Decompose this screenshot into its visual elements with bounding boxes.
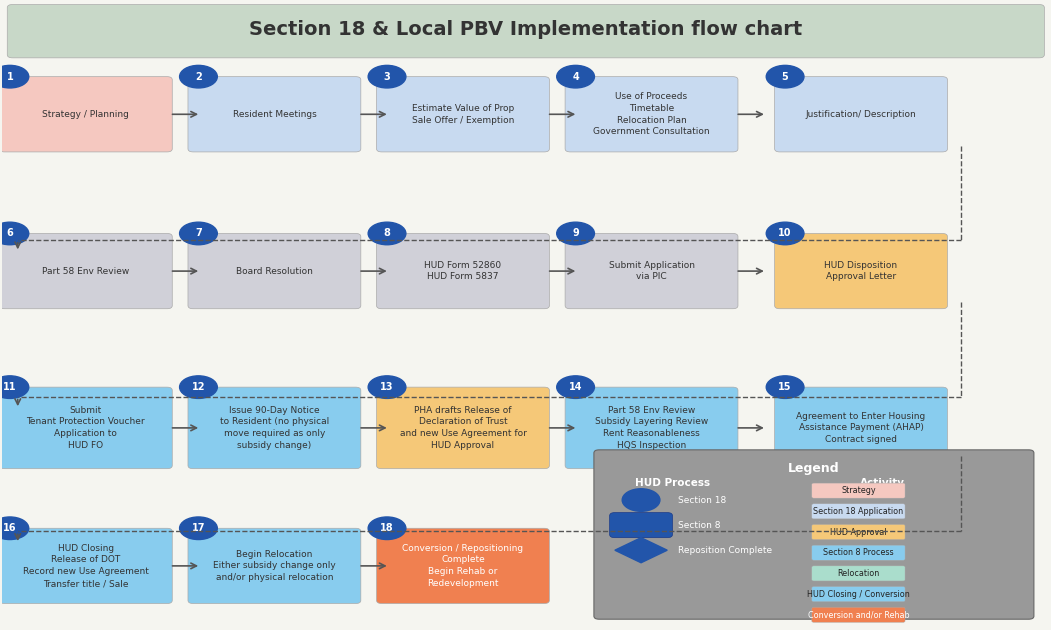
FancyBboxPatch shape xyxy=(811,525,905,539)
Circle shape xyxy=(0,222,28,244)
Text: Board Resolution: Board Resolution xyxy=(236,266,313,275)
Text: 9: 9 xyxy=(572,229,579,239)
FancyBboxPatch shape xyxy=(775,77,947,152)
FancyBboxPatch shape xyxy=(565,234,738,309)
Circle shape xyxy=(557,376,595,398)
Text: 12: 12 xyxy=(191,382,205,392)
Text: Issue 90-Day Notice
to Resident (no physical
move required as only
subsidy chang: Issue 90-Day Notice to Resident (no phys… xyxy=(220,406,329,450)
Circle shape xyxy=(766,376,804,398)
FancyBboxPatch shape xyxy=(811,483,905,498)
FancyBboxPatch shape xyxy=(376,234,550,309)
Text: Part 58 Env Review
Subsidy Layering Review
Rent Reasonableness
HQS Inspection: Part 58 Env Review Subsidy Layering Revi… xyxy=(595,406,708,450)
FancyBboxPatch shape xyxy=(188,234,360,309)
FancyBboxPatch shape xyxy=(775,234,947,309)
Text: Section 8: Section 8 xyxy=(678,520,720,530)
Text: 13: 13 xyxy=(380,382,394,392)
Text: Section 18 & Local PBV Implementation flow chart: Section 18 & Local PBV Implementation fl… xyxy=(249,20,803,39)
Text: 17: 17 xyxy=(191,524,205,533)
FancyBboxPatch shape xyxy=(811,587,905,602)
Text: Section 8 Process: Section 8 Process xyxy=(823,548,893,557)
FancyBboxPatch shape xyxy=(0,529,172,604)
Circle shape xyxy=(0,517,28,539)
FancyBboxPatch shape xyxy=(610,513,673,537)
Circle shape xyxy=(557,66,595,88)
Circle shape xyxy=(180,66,218,88)
Text: 4: 4 xyxy=(572,72,579,82)
Text: Section 18: Section 18 xyxy=(678,496,726,505)
Circle shape xyxy=(368,222,406,244)
Text: 15: 15 xyxy=(779,382,791,392)
FancyBboxPatch shape xyxy=(811,545,905,560)
FancyBboxPatch shape xyxy=(811,566,905,581)
FancyBboxPatch shape xyxy=(376,77,550,152)
Text: 16: 16 xyxy=(3,524,17,533)
Polygon shape xyxy=(615,537,667,563)
Text: Use of Proceeds
Timetable
Relocation Plan
Government Consultation: Use of Proceeds Timetable Relocation Pla… xyxy=(593,92,709,137)
Text: Begin Relocation
Either subsidy change only
and/or physical relocation: Begin Relocation Either subsidy change o… xyxy=(213,549,335,582)
Text: HUD Closing / Conversion: HUD Closing / Conversion xyxy=(807,590,910,598)
Circle shape xyxy=(368,66,406,88)
Text: HUD Disposition
Approval Letter: HUD Disposition Approval Letter xyxy=(824,261,898,282)
Text: 7: 7 xyxy=(195,229,202,239)
FancyBboxPatch shape xyxy=(565,77,738,152)
FancyBboxPatch shape xyxy=(594,450,1034,619)
Text: Estimate Value of Prop
Sale Offer / Exemption: Estimate Value of Prop Sale Offer / Exem… xyxy=(412,104,514,125)
Text: 10: 10 xyxy=(779,229,791,239)
FancyBboxPatch shape xyxy=(0,77,172,152)
Circle shape xyxy=(180,517,218,539)
Text: Conversion and/or Rehab: Conversion and/or Rehab xyxy=(807,610,909,619)
FancyBboxPatch shape xyxy=(188,387,360,469)
Text: Reposition Complete: Reposition Complete xyxy=(678,546,771,554)
Text: 6: 6 xyxy=(6,229,14,239)
Circle shape xyxy=(180,222,218,244)
FancyBboxPatch shape xyxy=(775,387,947,469)
Text: Relocation: Relocation xyxy=(838,569,880,578)
Circle shape xyxy=(557,222,595,244)
Text: 14: 14 xyxy=(569,382,582,392)
FancyBboxPatch shape xyxy=(376,387,550,469)
Text: HUD Approval: HUD Approval xyxy=(830,527,887,537)
FancyBboxPatch shape xyxy=(376,529,550,604)
Circle shape xyxy=(766,66,804,88)
Circle shape xyxy=(0,66,28,88)
Text: Part 58 Env Review: Part 58 Env Review xyxy=(42,266,129,275)
Text: 5: 5 xyxy=(782,72,788,82)
Text: Submit
Tenant Protection Voucher
Application to
HUD FO: Submit Tenant Protection Voucher Applica… xyxy=(26,406,145,450)
FancyBboxPatch shape xyxy=(7,4,1045,58)
Circle shape xyxy=(368,376,406,398)
Text: PHA drafts Release of
Declaration of Trust
and new Use Agreement for
HUD Approva: PHA drafts Release of Declaration of Tru… xyxy=(399,406,527,450)
Text: HUD Form 52860
HUD Form 5837: HUD Form 52860 HUD Form 5837 xyxy=(425,261,501,282)
Text: 3: 3 xyxy=(384,72,390,82)
Text: Submit Application
via PIC: Submit Application via PIC xyxy=(609,261,695,282)
Circle shape xyxy=(0,376,28,398)
FancyBboxPatch shape xyxy=(0,234,172,309)
Text: Strategy: Strategy xyxy=(841,486,875,495)
Text: Agreement to Enter Housing
Assistance Payment (AHAP)
Contract signed: Agreement to Enter Housing Assistance Pa… xyxy=(797,411,926,444)
Text: Section 18 Application: Section 18 Application xyxy=(813,507,904,516)
FancyBboxPatch shape xyxy=(188,529,360,604)
Text: Resident Meetings: Resident Meetings xyxy=(232,110,316,119)
Text: 1: 1 xyxy=(6,72,14,82)
Text: Activity: Activity xyxy=(860,478,905,488)
Text: HUD Process: HUD Process xyxy=(635,478,710,488)
Text: HUD Closing
Release of DOT
Record new Use Agreement
Transfer title / Sale: HUD Closing Release of DOT Record new Us… xyxy=(23,544,149,588)
Text: Legend: Legend xyxy=(788,462,840,476)
FancyBboxPatch shape xyxy=(811,504,905,519)
Text: 11: 11 xyxy=(3,382,17,392)
Circle shape xyxy=(180,376,218,398)
FancyBboxPatch shape xyxy=(565,387,738,469)
FancyBboxPatch shape xyxy=(811,607,905,622)
Text: 18: 18 xyxy=(380,524,394,533)
Circle shape xyxy=(622,489,660,512)
Circle shape xyxy=(766,222,804,244)
Circle shape xyxy=(368,517,406,539)
Text: Conversion / Repositioning
Complete
Begin Rehab or
Redevelopment: Conversion / Repositioning Complete Begi… xyxy=(403,544,523,588)
Text: 8: 8 xyxy=(384,229,391,239)
FancyBboxPatch shape xyxy=(0,387,172,469)
Text: Justification/ Description: Justification/ Description xyxy=(806,110,916,119)
Text: 2: 2 xyxy=(195,72,202,82)
Text: Strategy / Planning: Strategy / Planning xyxy=(42,110,129,119)
FancyBboxPatch shape xyxy=(188,77,360,152)
